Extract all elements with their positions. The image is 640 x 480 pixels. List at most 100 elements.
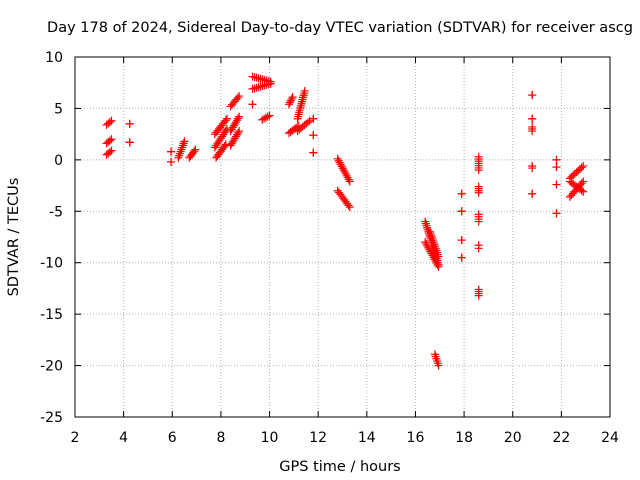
data-point: [339, 166, 348, 175]
data-point: [221, 116, 230, 125]
data-point: [263, 112, 272, 121]
data-point: [430, 255, 439, 264]
data-point: [288, 93, 297, 102]
data-point: [235, 112, 244, 121]
data-point: [303, 118, 312, 127]
data-point: [422, 240, 431, 249]
data-point: [105, 147, 114, 156]
data-point: [552, 155, 561, 164]
data-point: [334, 156, 343, 165]
y-tick-label: -25: [40, 410, 63, 426]
data-point: [309, 148, 318, 157]
data-point: [343, 173, 352, 182]
data-point: [105, 118, 114, 127]
x-tick-label: 24: [601, 430, 619, 446]
data-point: [433, 250, 442, 259]
data-point: [579, 177, 588, 186]
data-point: [174, 153, 183, 162]
data-point: [433, 260, 442, 269]
data-point: [528, 189, 537, 198]
data-point: [286, 96, 295, 105]
x-axis-ticks: 2 4 6 8 10 12 14 16 18 20 22 24: [71, 57, 619, 446]
x-tick-label: 18: [455, 430, 473, 446]
x-tick-label: 22: [552, 430, 570, 446]
data-point: [107, 116, 116, 125]
data-point: [248, 100, 257, 109]
data-point: [107, 146, 116, 155]
data-point: [434, 252, 443, 261]
data-point: [431, 244, 440, 253]
data-point: [474, 244, 483, 253]
y-tick-label: 5: [54, 101, 63, 117]
data-point: [179, 139, 188, 148]
data-point: [423, 241, 432, 250]
data-point: [233, 93, 242, 102]
data-point: [309, 114, 318, 123]
data-point: [431, 242, 440, 251]
data-point: [265, 111, 274, 120]
data-point: [345, 177, 354, 186]
data-point: [340, 168, 349, 177]
data-point: [423, 223, 432, 232]
data-point: [528, 114, 537, 123]
data-point: [457, 253, 466, 262]
x-tick-label: 14: [358, 430, 376, 446]
data-point: [180, 137, 189, 146]
data-point: [552, 180, 561, 189]
data-point: [430, 240, 439, 249]
data-point: [474, 166, 483, 175]
data-point: [432, 259, 441, 268]
data-point: [474, 291, 483, 300]
data-point: [309, 131, 318, 140]
data-point: [429, 238, 438, 247]
data-point: [107, 135, 116, 144]
data-point: [235, 92, 244, 101]
x-tick-label: 10: [261, 430, 279, 446]
data-points: [102, 72, 588, 370]
data-point: [421, 219, 430, 228]
data-point: [261, 113, 270, 122]
data-point: [577, 179, 586, 188]
data-point: [344, 201, 353, 210]
x-tick-label: 2: [71, 430, 80, 446]
data-point: [421, 238, 430, 247]
data-point: [433, 248, 442, 257]
x-tick-label: 6: [168, 430, 177, 446]
data-point: [427, 231, 436, 240]
data-point: [577, 163, 586, 172]
data-point: [431, 257, 440, 266]
chart-title: Day 178 of 2024, Sidereal Day-to-day VTE…: [47, 20, 633, 36]
data-point: [305, 116, 314, 125]
data-point: [285, 100, 293, 109]
data-point: [552, 209, 561, 218]
data-point: [426, 247, 435, 256]
data-point: [258, 115, 267, 124]
data-point: [421, 217, 430, 226]
data-point: [125, 138, 134, 147]
data-point: [425, 245, 434, 254]
data-point: [345, 203, 354, 212]
data-point: [457, 207, 466, 216]
data-point: [220, 142, 229, 151]
data-point: [579, 187, 588, 196]
data-point: [105, 136, 114, 145]
data-point: [176, 147, 185, 156]
plot-frame: [74, 56, 611, 418]
data-point: [234, 128, 243, 137]
data-point: [434, 361, 443, 370]
data-point: [167, 147, 176, 156]
data-point: [260, 114, 269, 123]
x-tick-label: 12: [309, 430, 327, 446]
data-point: [429, 253, 438, 262]
y-tick-label: 10: [45, 50, 63, 66]
data-point: [125, 119, 134, 128]
data-point: [178, 141, 187, 150]
data-point: [167, 157, 176, 166]
data-point: [190, 147, 199, 156]
data-point: [427, 249, 436, 258]
data-point: [285, 98, 294, 107]
data-point: [221, 140, 230, 149]
data-point: [336, 160, 345, 169]
data-point: [234, 114, 243, 123]
